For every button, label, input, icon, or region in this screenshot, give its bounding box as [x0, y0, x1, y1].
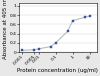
X-axis label: Protein concentration (ug/ml): Protein concentration (ug/ml)	[17, 68, 98, 73]
Y-axis label: Absorbance at 405 nm: Absorbance at 405 nm	[4, 0, 8, 59]
